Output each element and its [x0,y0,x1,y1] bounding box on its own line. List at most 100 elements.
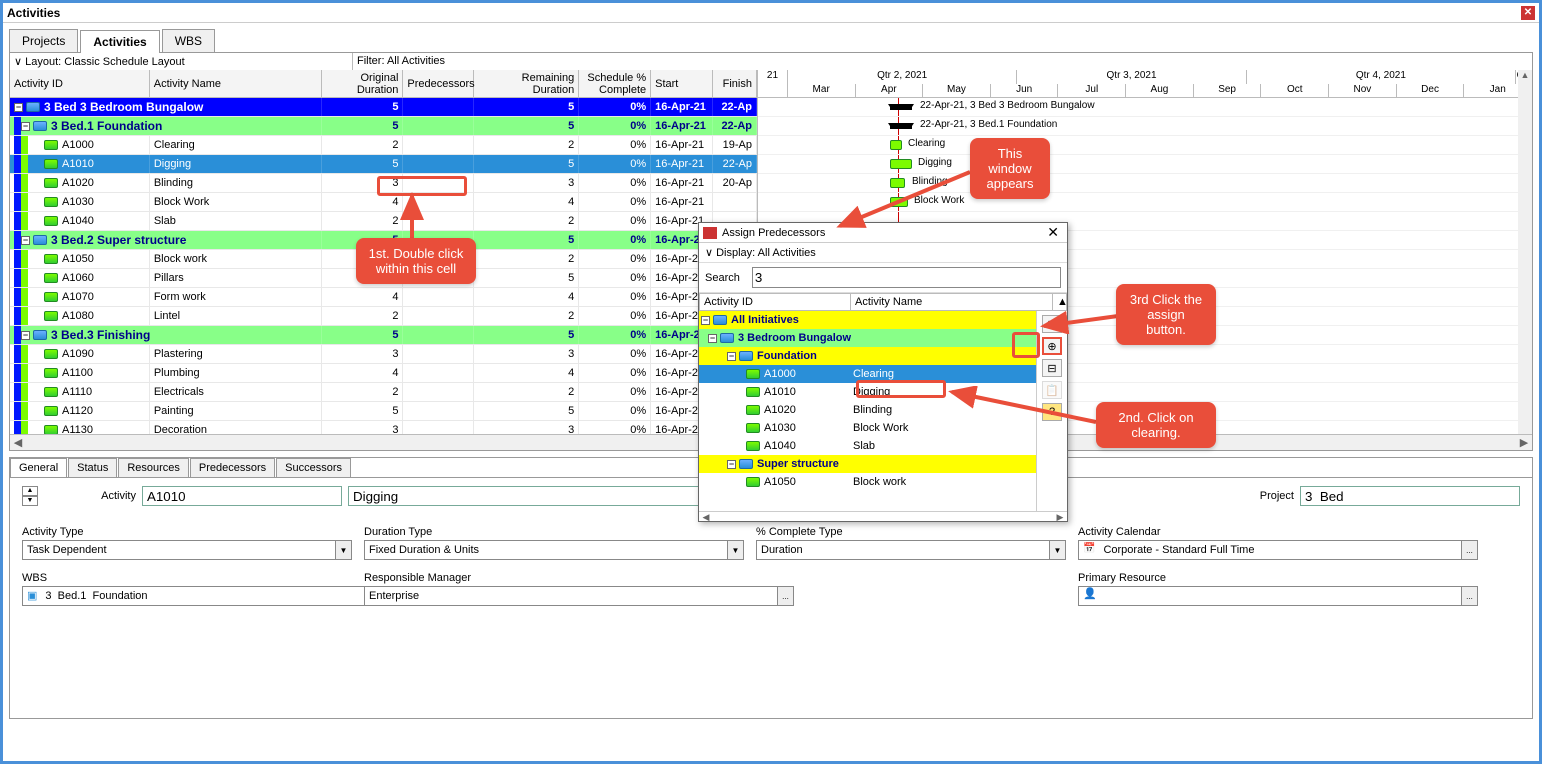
dialog-tree-row[interactable]: A1030Block Work [699,419,1036,437]
duration-type-combo[interactable]: ▼ [364,540,744,560]
scroll-up-icon[interactable]: ▲ [1518,70,1532,84]
activity-id-field[interactable] [142,486,342,506]
chevron-down-icon[interactable]: ▼ [335,541,351,559]
grid-header: Activity IDActivity NameOriginal Duratio… [10,70,757,98]
table-row[interactable]: A1030Block Work440%16-Apr-21 [10,193,757,212]
table-row[interactable]: A1120Painting550%16-Apr-21 [10,402,757,421]
close-icon[interactable]: ✕ [1521,6,1535,20]
dialog-tree-row[interactable]: A1040Slab [699,437,1036,455]
activity-icon [44,425,58,434]
dialog-tree[interactable]: −All Initiatives−3 Bedroom Bungalow−Foun… [699,311,1037,511]
activity-icon [44,368,58,378]
nav-spinner[interactable]: ▲▼ [22,486,38,506]
dialog-tree-row[interactable]: A1000Clearing [699,365,1036,383]
tab-activities[interactable]: Activities [80,30,159,53]
table-row[interactable]: A1110Electricals220%16-Apr-21 [10,383,757,402]
folder-icon [26,102,40,112]
window-title: Activities [7,6,60,20]
ellipsis-icon[interactable]: ... [1461,587,1477,605]
table-row[interactable]: A1000Clearing220%16-Apr-2119-Ap [10,136,757,155]
dialog-tree-row[interactable]: A1020Blinding [699,401,1036,419]
project-field [1300,486,1520,506]
dialog-toolbar: ⊞ ⊕ ⊟ 📋 ? [1037,311,1067,511]
table-row[interactable]: A1100Plumbing440%16-Apr-21 [10,364,757,383]
search-input[interactable] [752,267,1061,288]
table-row[interactable]: A1010Digging550%16-Apr-2122-Ap [10,155,757,174]
activity-icon [44,387,58,397]
dialog-tree-row[interactable]: −Foundation [699,347,1036,365]
hscroll-left[interactable]: ◀ ▶ [10,434,757,450]
table-row[interactable]: A1130Decoration330%16-Apr-21 [10,421,757,434]
folder-icon [33,121,47,131]
activity-icon [44,159,58,169]
pr-label: Primary Resource [1078,572,1478,584]
callout-4: 2nd. Click on clearing. [1096,402,1216,448]
search-label: Search [705,272,740,284]
calendar-label: Activity Calendar [1078,526,1478,538]
tab-projects[interactable]: Projects [9,29,78,52]
main-tabs: Projects Activities WBS [9,29,1533,53]
vscroll[interactable]: ▲ [1518,70,1532,450]
spin-down-icon[interactable]: ▼ [22,496,38,506]
dialog-icon [703,227,717,239]
scroll-up-icon[interactable]: ▲ [1053,293,1067,311]
tab-status[interactable]: Status [68,458,117,477]
folder-icon [33,235,47,245]
filter-label[interactable]: Filter: All Activities [353,53,449,70]
project-label: Project [1244,490,1294,502]
replace-button[interactable]: ⊞ [1042,315,1062,333]
scroll-right-icon[interactable]: ▶ [1516,436,1532,449]
scroll-left-icon[interactable]: ◀ [10,436,26,449]
remove-button[interactable]: ⊟ [1042,359,1062,377]
ellipsis-icon[interactable]: ... [1461,541,1477,559]
layout-dropdown[interactable]: ∨ Layout: Classic Schedule Layout [10,53,353,70]
table-row[interactable]: A1020Blinding330%16-Apr-2120-Ap [10,174,757,193]
scroll-left-icon[interactable]: ◀ [699,512,713,525]
chevron-down-icon[interactable]: ▼ [727,541,743,559]
table-row[interactable]: A1040Slab220%16-Apr-21 [10,212,757,231]
dialog-tree-row[interactable]: −All Initiatives [699,311,1036,329]
activity-icon [44,197,58,207]
dialog-tree-row[interactable]: −3 Bedroom Bungalow [699,329,1036,347]
col-activity-id[interactable]: Activity ID [699,293,851,311]
chevron-down-icon[interactable]: ▼ [1049,541,1065,559]
dialog-tree-row[interactable]: −Super structure [699,455,1036,473]
copy-button[interactable]: 📋 [1042,381,1062,399]
activity-icon [44,254,58,264]
table-row[interactable]: −3 Bed.3 Finishing550%16-Apr-21 [10,326,757,345]
dialog-display-dropdown[interactable]: ∨ Display: All Activities [699,243,1067,263]
tab-general[interactable]: General [10,458,67,477]
dialog-hscroll[interactable]: ◀▶ [699,511,1067,525]
close-icon[interactable]: ✕ [1043,224,1063,241]
assign-predecessors-dialog: Assign Predecessors ✕ ∨ Display: All Act… [698,222,1068,522]
table-row[interactable]: A1080Lintel220%16-Apr-21 [10,307,757,326]
spin-up-icon[interactable]: ▲ [22,486,38,496]
pr-combo[interactable]: 👤... [1078,586,1478,606]
activity-type-combo[interactable]: ▼ [22,540,352,560]
activity-label: Activity [56,490,136,502]
assign-button[interactable]: ⊕ [1042,337,1062,355]
pct-type-label: % Complete Type [756,526,1066,538]
table-row[interactable]: −3 Bed.1 Foundation550%16-Apr-2122-Ap [10,117,757,136]
rm-combo[interactable]: ... [364,586,794,606]
table-row[interactable]: A1090Plastering330%16-Apr-21 [10,345,757,364]
tab-resources[interactable]: Resources [118,458,189,477]
dialog-tree-row[interactable]: A1010Digging [699,383,1036,401]
tab-successors[interactable]: Successors [276,458,351,477]
dialog-title-bar[interactable]: Assign Predecessors ✕ [699,223,1067,243]
dialog-tree-row[interactable]: A1050Block work [699,473,1036,491]
pct-type-combo[interactable]: ▼ [756,540,1066,560]
tab-wbs[interactable]: WBS [162,29,215,52]
col-activity-name[interactable]: Activity Name [851,293,1053,311]
activity-icon [44,178,58,188]
table-row[interactable]: A1070Form work440%16-Apr-21 [10,288,757,307]
ellipsis-icon[interactable]: ... [777,587,793,605]
scroll-right-icon[interactable]: ▶ [1053,512,1067,525]
calendar-combo[interactable]: 📅... [1078,540,1478,560]
activity-icon [44,349,58,359]
folder-icon [33,330,47,340]
table-row[interactable]: −3 Bed 3 Bedroom Bungalow550%16-Apr-2122… [10,98,757,117]
tab-predecessors[interactable]: Predecessors [190,458,275,477]
window-title-bar: Activities ✕ [3,3,1539,23]
help-button[interactable]: ? [1042,403,1062,421]
